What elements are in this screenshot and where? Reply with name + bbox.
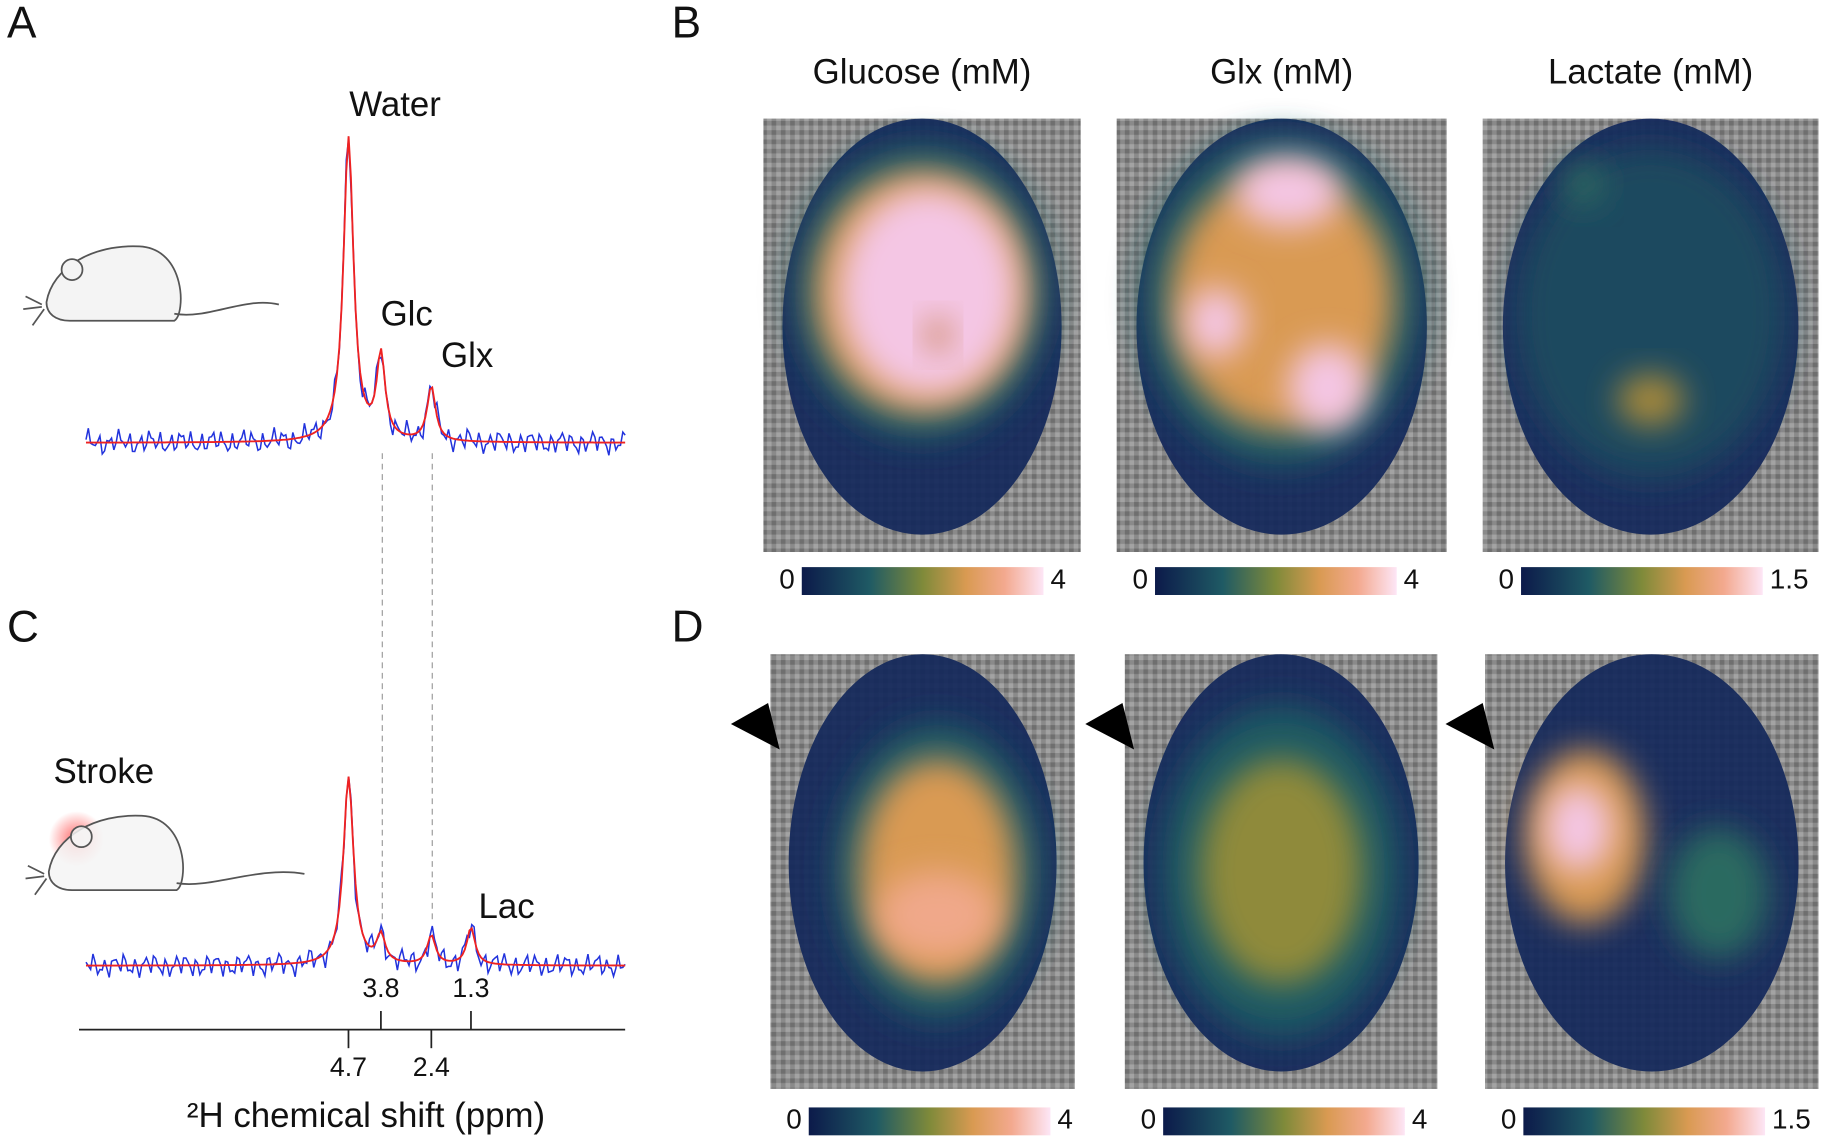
- colorbar-max: 4: [1412, 1104, 1428, 1135]
- colorbar-min: 0: [779, 563, 795, 594]
- colorbar: [1163, 1107, 1405, 1136]
- colorbar-max: 1.5: [1770, 563, 1809, 594]
- colorbar-max: 1.5: [1772, 1104, 1811, 1135]
- map-blob: [876, 871, 999, 959]
- colorbar: [808, 1107, 1051, 1136]
- map-title: Glx (mM): [1210, 53, 1353, 92]
- peak-label: Lac: [479, 887, 535, 926]
- colorbar: [1155, 567, 1397, 595]
- arrowhead: [730, 703, 780, 750]
- colorbar-max: 4: [1057, 1104, 1073, 1135]
- colorbar: [1523, 1107, 1766, 1136]
- x-tick-label: 2.4: [413, 1052, 450, 1082]
- map-blob: [1668, 828, 1769, 959]
- panel-label: D: [672, 603, 704, 652]
- map-blob: [1563, 161, 1604, 206]
- peak-label: Glc: [381, 294, 433, 333]
- spectrum-data: [85, 776, 626, 980]
- colorbar-min: 0: [1141, 1104, 1157, 1135]
- colorbar: [1521, 567, 1763, 595]
- map-blob: [925, 317, 951, 353]
- peak-label: Water: [349, 85, 441, 124]
- condition-label: Stroke: [53, 752, 154, 791]
- spectrum-fit: [85, 776, 626, 967]
- spectrum-fit: [85, 136, 626, 444]
- x-tick-label: 4.7: [330, 1052, 367, 1082]
- map-blob: [1516, 148, 1785, 479]
- map-blob: [1288, 343, 1368, 431]
- panel-label: C: [7, 603, 39, 652]
- arrowhead: [1445, 703, 1495, 750]
- map-blob: [1545, 784, 1612, 872]
- arrowhead: [1085, 703, 1135, 750]
- panel-label: B: [672, 0, 701, 47]
- map-blob: [839, 187, 1018, 396]
- map-blob: [1199, 758, 1363, 985]
- colorbar: [801, 567, 1044, 595]
- colorbar-min: 0: [1499, 563, 1515, 594]
- colorbar-min: 0: [1133, 563, 1149, 594]
- map-title: Lactate (mM): [1548, 53, 1753, 92]
- map-blob: [1617, 374, 1685, 427]
- mouse-icon: [23, 245, 280, 326]
- peak-label: Glx: [441, 336, 494, 375]
- x-tick-label: 3.8: [362, 973, 399, 1003]
- colorbar-max: 4: [1404, 563, 1420, 594]
- maps: 0 4 Glucose (mM) 0 4 Glx (mM) 0 1.5 Lactate (mM)…: [730, 53, 1819, 1136]
- x-tick-label: 1.3: [452, 973, 489, 1003]
- x-axis-label: ²H chemical shift (ppm): [187, 1096, 545, 1135]
- colorbar-max: 4: [1050, 563, 1066, 594]
- mouse-icon-stroke: [25, 811, 305, 896]
- map-blob: [1235, 157, 1342, 227]
- colorbar-min: 0: [786, 1104, 802, 1135]
- map-title: Glucose (mM): [813, 53, 1032, 92]
- colorbar-min: 0: [1501, 1104, 1517, 1135]
- panel-label: A: [7, 0, 37, 47]
- map-blob: [1185, 287, 1246, 357]
